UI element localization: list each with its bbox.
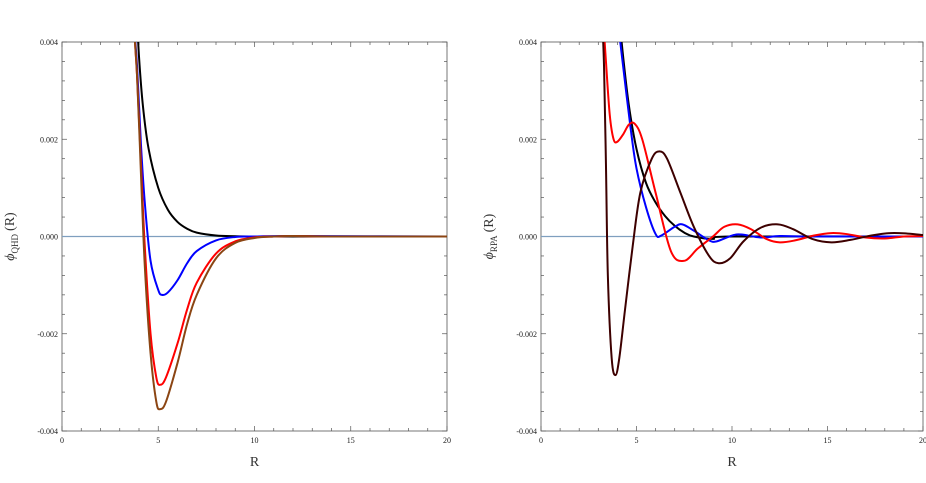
series-group	[602, 42, 923, 377]
x-tick-label: 0	[539, 436, 543, 445]
y-axis-label: ϕRPA (R)	[482, 213, 499, 259]
x-tick-label: 10	[728, 436, 736, 445]
y-axis-label: ϕQHD (R)	[3, 212, 20, 261]
y-axis-argument: (R)	[482, 213, 497, 232]
x-tick-label: 20	[919, 436, 926, 445]
series-line-3	[133, 42, 447, 411]
y-axis-symbol: ϕ	[482, 252, 497, 259]
y-tick-label: 0.004	[519, 38, 537, 47]
series-line-2	[603, 42, 923, 263]
x-tick-label: 10	[251, 436, 259, 445]
series-line-1	[134, 42, 447, 296]
series-line-0	[620, 42, 923, 240]
y-tick-label: -0.004	[37, 427, 58, 436]
qhd-chart-panel: 0 5 10 15 20 -0.004 -0.002 0.000 0.002 0.004 RϕQHD…	[3, 38, 451, 470]
series-line-1	[619, 42, 923, 243]
y-tick-label: 0.000	[519, 233, 537, 242]
x-tick-label: 5	[635, 436, 639, 445]
x-axis-label: R	[727, 455, 737, 470]
x-tick-label: 15	[824, 436, 832, 445]
y-axis-symbol: ϕ	[3, 253, 18, 260]
y-tick-label: -0.002	[37, 330, 58, 339]
x-tick-label: 20	[443, 436, 451, 445]
y-axis-argument: (R)	[3, 212, 18, 231]
x-tick-label: 0	[60, 436, 64, 445]
y-axis-subscript: RPA	[489, 235, 499, 252]
series-line-2	[133, 42, 447, 386]
series-group	[133, 42, 447, 411]
y-tick-label: 0.002	[40, 135, 58, 144]
y-tick-label: 0.002	[519, 135, 537, 144]
series-line-0	[137, 42, 447, 238]
x-tick-label: 5	[156, 436, 160, 445]
rpa-chart-panel: 0 5 10 15 20 -0.004 -0.002 0.000 0.002 0.004 RϕRPA…	[482, 38, 926, 470]
y-tick-label: -0.002	[516, 330, 537, 339]
x-tick-label: 15	[347, 436, 355, 445]
y-axis-subscript: QHD	[10, 233, 20, 253]
y-tick-label: 0.000	[40, 233, 58, 242]
y-tick-label: 0.004	[40, 38, 58, 47]
x-axis-label: R	[250, 455, 260, 470]
series-line-3	[602, 42, 923, 377]
y-tick-label: -0.004	[516, 427, 537, 436]
